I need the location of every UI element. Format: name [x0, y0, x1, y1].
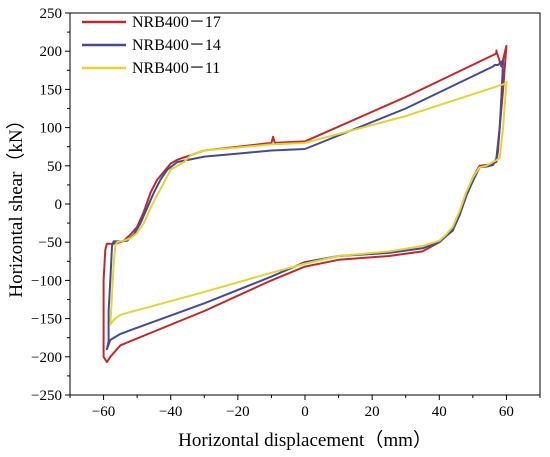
series-lines [102, 44, 508, 364]
axis-ticks: −60 −40 −20 0 20 40 60−250−200−150−100−5005010… [31, 6, 541, 420]
y-tick-label: −100 [31, 273, 62, 289]
y-tick-label: 50 [47, 159, 62, 175]
y-tick-label: 100 [40, 121, 63, 137]
y-tick-label: 0 [55, 197, 63, 213]
y-tick-label: −250 [31, 388, 62, 404]
y-tick-label: −50 [39, 235, 62, 251]
y-tick-label: −150 [31, 312, 62, 328]
legend-label-1: NRB400－17 [132, 14, 221, 31]
x-tick-label: 20 [365, 404, 380, 420]
series-line-3 [109, 80, 508, 326]
x-tick-label: −40 [159, 404, 182, 420]
legend-label-2: NRB400－14 [132, 37, 221, 54]
series-line-2 [105, 59, 505, 351]
x-tick-label: 60 [499, 404, 514, 420]
y-tick-label: 250 [40, 6, 63, 22]
y-axis-label: Horizontal shear（kN） [5, 110, 27, 297]
y-tick-label: −200 [31, 350, 62, 366]
legend-label-3: NRB400－11 [132, 60, 220, 77]
x-tick-label: 0 [301, 404, 309, 420]
y-tick-label: 200 [40, 44, 63, 60]
x-axis-label: Horizontal displacement（mm） [178, 429, 432, 451]
y-tick-label: 150 [40, 82, 63, 98]
x-tick-label: −20 [226, 404, 249, 420]
legend: NRB400－17 NRB400－14 NRB400－11 [82, 14, 221, 77]
x-tick-label: 40 [432, 404, 447, 420]
series-line-1 [102, 44, 508, 364]
x-tick-label: −60 [92, 404, 115, 420]
